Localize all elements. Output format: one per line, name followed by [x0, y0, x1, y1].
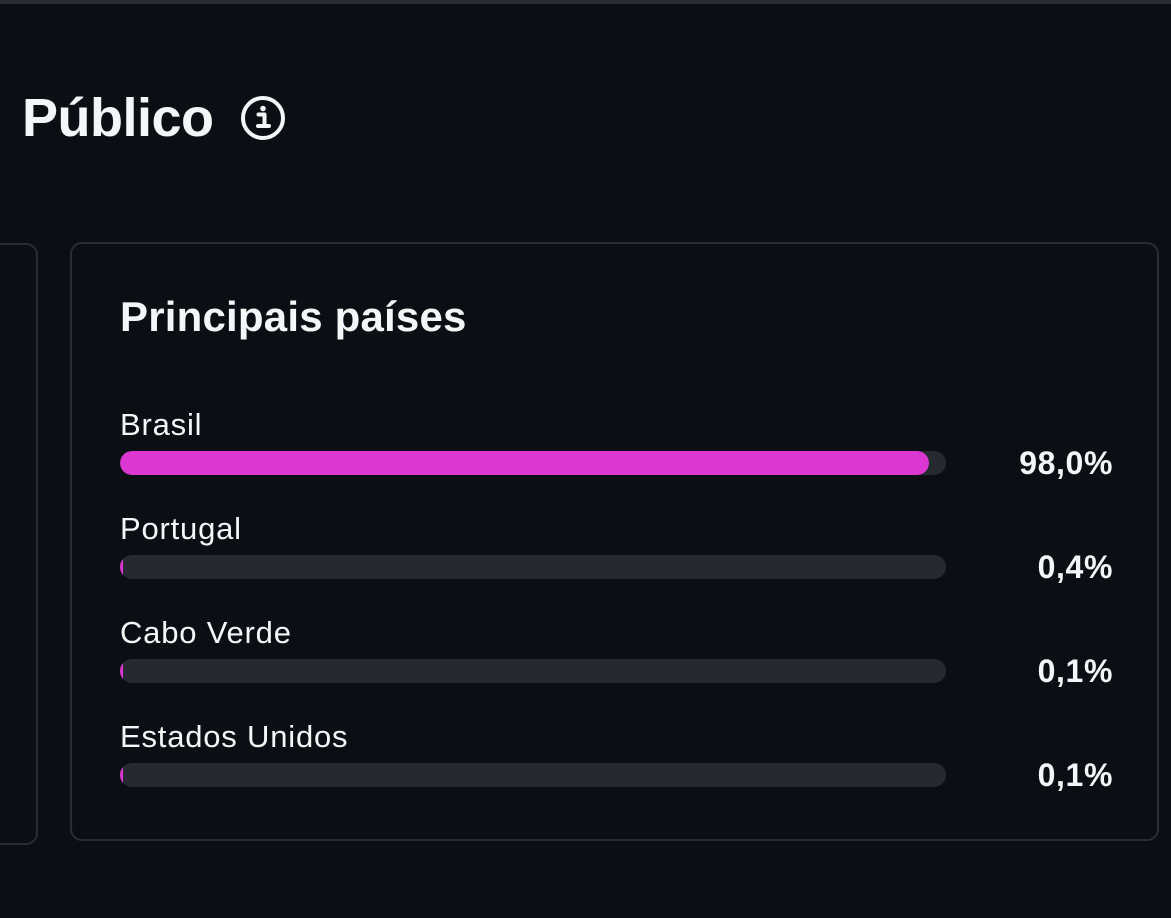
- info-button[interactable]: [240, 95, 286, 141]
- top-divider: [0, 0, 1171, 4]
- progress-track: [120, 555, 946, 579]
- country-percent: 0,1%: [1037, 757, 1113, 793]
- info-icon: [240, 96, 285, 140]
- country-name: Cabo Verde: [120, 615, 292, 650]
- country-row: Estados Unidos 0,1%: [120, 721, 1113, 801]
- country-percent: 98,0%: [1019, 445, 1113, 481]
- country-row: Cabo Verde 0,1%: [120, 617, 1113, 697]
- country-name: Estados Unidos: [120, 719, 349, 754]
- progress-track: [120, 451, 946, 475]
- section-header: Público: [22, 86, 286, 150]
- country-percent: 0,1%: [1037, 653, 1113, 689]
- country-row: Portugal 0,4%: [120, 513, 1113, 593]
- progress-fill: [120, 555, 124, 579]
- country-name: Brasil: [120, 407, 203, 442]
- progress-track: [120, 763, 946, 787]
- progress-fill: [120, 763, 123, 787]
- progress-track: [120, 659, 946, 683]
- progress-fill: [120, 451, 930, 475]
- progress-fill: [120, 659, 123, 683]
- country-percent: 0,4%: [1037, 549, 1113, 585]
- country-row: Brasil 98,0%: [120, 409, 1113, 489]
- card-title: Principais países: [120, 293, 467, 340]
- previous-card: [0, 243, 38, 845]
- top-countries-card: Principais países Brasil 98,0% Portugal …: [70, 242, 1159, 841]
- country-name: Portugal: [120, 511, 242, 546]
- page-title: Público: [22, 88, 214, 148]
